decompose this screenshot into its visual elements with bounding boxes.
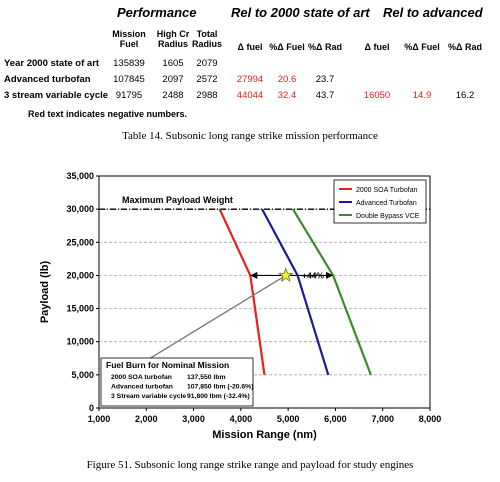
cell: 135839 [113, 58, 145, 69]
x-tick-label: 4,000 [230, 414, 253, 424]
x-tick-label: 7,000 [371, 414, 394, 424]
x-tick-label: 8,000 [419, 414, 442, 424]
pointer-line [138, 274, 287, 366]
arrowhead-left [250, 271, 258, 279]
inset-row-value: 91,800 lbm (-32.4%) [187, 393, 250, 400]
y-tick-label: 5,000 [71, 370, 94, 380]
fuel-burn-inset [100, 357, 254, 407]
cell: 2988 [196, 90, 218, 101]
cell: 91795 [115, 90, 143, 101]
y-tick-label: 15,000 [66, 304, 94, 314]
max-payload-label: Maximum Payload Weight [122, 195, 233, 205]
cell: 2097 [162, 74, 184, 85]
cell: 1605 [162, 58, 184, 69]
cell-negative: 44044 [236, 90, 264, 101]
section-header-rel-advanced: Rel to advanced [383, 5, 483, 20]
col-header: Δ fuel [364, 42, 390, 52]
col-header: High Cr Radius [156, 29, 190, 49]
y-axis-title: Payload (lb) [39, 260, 51, 323]
col-header: Δ fuel [237, 42, 263, 52]
inset-row-label: 3 Stream variable cycle [111, 393, 186, 400]
cell: 2079 [196, 58, 218, 69]
figure-caption: Figure 51. Subsonic long range strike ra… [86, 459, 414, 471]
arrowhead-right [326, 271, 334, 279]
inset-row-value: 107,850 lbm (-20.6%) [187, 384, 254, 391]
col-header: Mission Fuel [112, 29, 146, 49]
y-tick-label: 20,000 [66, 270, 94, 280]
range-gain-label: +44% [302, 270, 324, 280]
col-header: Total Radius [191, 29, 222, 49]
inset-row-label: Advanced turbofan [111, 384, 173, 391]
inset-row-label: 2000 SOA turbofan [111, 374, 172, 381]
star-marker [277, 267, 294, 283]
section-header-rel-2000: Rel to 2000 state of art [231, 5, 370, 20]
x-axis-title: Mission Range (nm) [212, 429, 317, 441]
table-caption: Table 14. Subsonic long range strike mis… [122, 130, 378, 142]
x-tick-label: 2,000 [135, 414, 158, 424]
cell-negative: 14.9 [412, 90, 432, 101]
x-tick-label: 3,000 [182, 414, 205, 424]
legend-label: Double Bypass VCE [356, 213, 420, 220]
x-tick-label: 5,000 [277, 414, 300, 424]
col-header: %Δ Fuel [404, 42, 440, 52]
cell: 43.7 [315, 90, 335, 101]
series-line [218, 208, 266, 376]
y-tick-label: 35,000 [66, 171, 94, 181]
y-tick-label: 10,000 [66, 337, 94, 347]
cell-negative: 32.4 [277, 90, 297, 101]
cell: 2572 [196, 74, 218, 85]
cell: 2488 [162, 90, 184, 101]
col-header: %Δ Fuel [269, 42, 305, 52]
x-tick-label: 1,000 [88, 414, 111, 424]
payload-range-chart: 0 5,000 10,000 15,000 20,000 25,000 30,000 35,0… [39, 171, 442, 441]
legend-label: 2000 SOA Turbofan [356, 187, 418, 194]
y-tick-label: 0 [89, 403, 94, 413]
cell: 16.2 [455, 90, 475, 101]
inset-title: Fuel Burn for Nominal Mission [106, 360, 229, 370]
y-tick-label: 30,000 [66, 204, 94, 214]
legend-label: Advanced Turbofan [356, 200, 417, 207]
cell: 107845 [113, 74, 145, 85]
y-tick-label: 25,000 [66, 237, 94, 247]
inset-row-value: 137,550 lbm [187, 374, 226, 381]
cell-negative: 20.6 [277, 74, 297, 85]
section-header-performance: Performance [117, 5, 197, 20]
performance-table: Performance Rel to 2000 state of art Rel… [0, 0, 500, 128]
table-note: Red text indicates negative numbers. [28, 109, 188, 119]
series-line [291, 208, 372, 376]
cell-negative: 16050 [363, 90, 391, 101]
col-header: %Δ Rad [308, 42, 342, 52]
x-tick-label: 6,000 [324, 414, 347, 424]
row-label: Advanced turbofan [4, 74, 91, 85]
row-label: Year 2000 state of art [4, 58, 100, 69]
cell-negative: 27994 [236, 74, 264, 85]
col-header: %Δ Rad [448, 42, 482, 52]
row-label: 3 stream variable cycle [4, 90, 109, 101]
cell: 23.7 [315, 74, 335, 85]
